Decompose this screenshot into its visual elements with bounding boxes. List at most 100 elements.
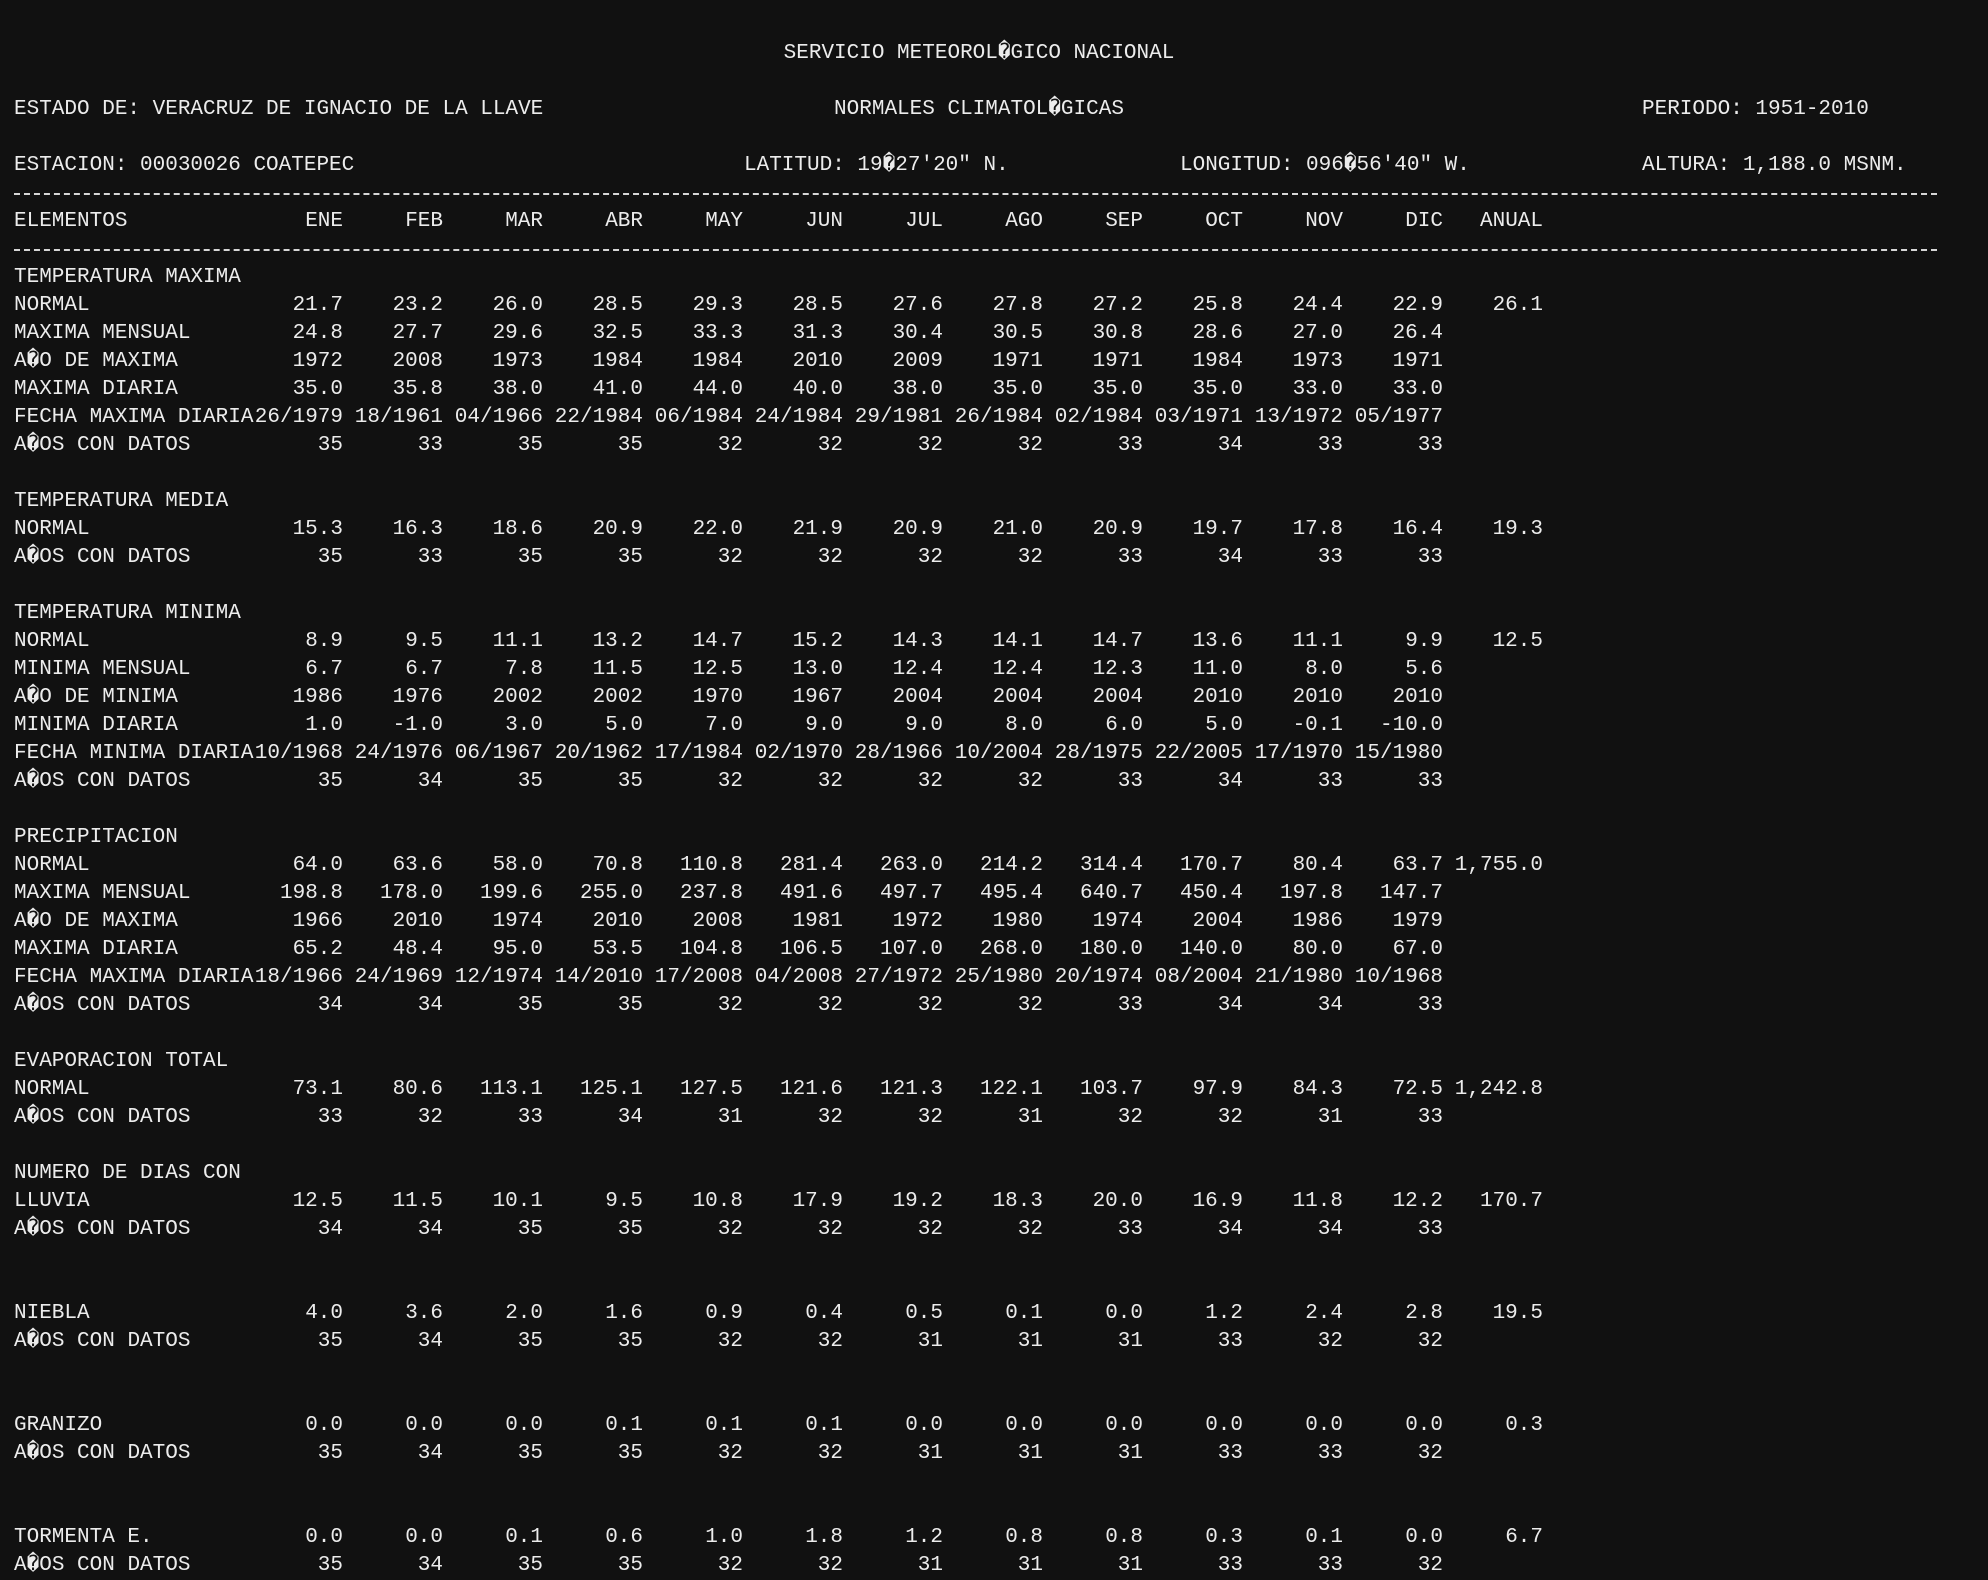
table-cell: 35 [617,434,643,457]
table-cell: 199.6 [479,882,543,905]
table-cell: 0.0 [1405,1414,1443,1437]
table-cell: 65.2 [292,938,343,961]
table-cell: 10.8 [692,1190,743,1213]
table-cell: 12.5 [1492,630,1543,653]
row-label: NORMAL [14,1078,90,1101]
table-cell: 13.0 [792,658,843,681]
table-cell: -0.1 [1292,714,1343,737]
table-cell: 8.0 [1005,714,1043,737]
table-cell: 1979 [1392,910,1443,933]
table-cell: 0.1 [805,1414,843,1437]
table-cell: 113.1 [479,1078,543,1101]
table-cell: 6.7 [305,658,343,681]
table-cell: 1,242.8 [1454,1078,1543,1101]
table-row: FECHA MINIMA DIARIA 10/1968 24/1976 06/1967… [14,740,1944,768]
table-cell: 31 [1117,1330,1143,1353]
table-cell: 170.7 [1179,854,1243,877]
table-cell: 263.0 [879,854,943,877]
table-cell: 32 [1017,1218,1043,1241]
table-cell: 104.8 [679,938,743,961]
title-line: NORMALES CLIMATOL�GICAS [14,68,1944,121]
table-cell: 0.0 [405,1414,443,1437]
row-label: GRANIZO [14,1414,103,1437]
table-cell: 34 [1217,1218,1243,1241]
table-cell: 34 [1317,994,1343,1017]
section-title-line [14,1272,1944,1300]
table-row: FECHA MAXIMA DIARIA 18/1966 24/1969 12/1974… [14,964,1944,992]
table-cell: 17.8 [1292,518,1343,541]
table-cell: 27.6 [892,294,943,317]
table-cell: 11.1 [1292,630,1343,653]
table-row: GRANIZO 0.0 0.0 0.0 0.1 0.1 0.1 0.0 0.0 0.0 0.0 0.0… [14,1412,1944,1440]
row-label: A�OS CON DATOS [14,546,191,569]
table-cell: 24/1969 [354,966,443,989]
table-cell: 1972 [292,350,343,373]
table-cell: 40.0 [792,378,843,401]
station-line: ESTACION: 00030026 COATEPEC LATITUD: 19�… [14,152,1944,180]
table-cell: 53.5 [592,938,643,961]
table-cell: 33 [1417,546,1443,569]
table-cell: 31 [1317,1106,1343,1129]
table-row: A�OS CON DATOS 35 34 35 35 32 32 31 31 31 33 32 32 [14,1328,1944,1356]
table-cell: 35 [517,1330,543,1353]
row-label: MAXIMA MENSUAL [14,322,191,345]
column-header-ene: ENE [305,210,343,233]
table-cell: 4.0 [305,1302,343,1325]
table-cell: 31 [1017,1442,1043,1465]
table-cell: 0.0 [305,1414,343,1437]
table-row: A�OS CON DATOS 35 34 35 35 32 32 32 32 33 34 33 33 [14,768,1944,796]
row-label: NORMAL [14,518,90,541]
table-cell: 27.0 [1292,322,1343,345]
table-cell: 12.5 [692,658,743,681]
table-cell: 2.4 [1305,1302,1343,1325]
blank-line [14,1244,1944,1272]
row-label: A�OS CON DATOS [14,1330,191,1353]
table-cell: 80.4 [1292,854,1343,877]
table-cell: 22/1984 [554,406,643,429]
table-cell: 2010 [1392,686,1443,709]
row-label: FECHA MINIMA DIARIA [14,742,254,765]
table-cell: 26.1 [1492,294,1543,317]
row-label: FECHA MAXIMA DIARIA [14,406,254,429]
table-cell: 122.1 [979,1078,1043,1101]
table-cell: 5.6 [1405,658,1443,681]
table-cell: 640.7 [1079,882,1143,905]
row-label: MAXIMA DIARIA [14,378,178,401]
table-cell: 12.5 [292,1190,343,1213]
table-cell: 34 [317,1218,343,1241]
table-cell: 29.3 [692,294,743,317]
table-cell: 268.0 [979,938,1043,961]
row-label: A�OS CON DATOS [14,1106,191,1129]
table-cell: 495.4 [979,882,1043,905]
table-cell: 41.0 [592,378,643,401]
table-row: MAXIMA MENSUAL 198.8 178.0 199.6 255.0 237.8 4… [14,880,1944,908]
table-row: NORMAL 64.0 63.6 58.0 70.8 110.8 281.4 263.0 214… [14,852,1944,880]
table-cell: 18/1966 [254,966,343,989]
table-cell: 2004 [992,686,1043,709]
table-cell: 33 [1217,1442,1243,1465]
table-cell: 8.0 [1305,658,1343,681]
table-cell: 30.5 [992,322,1043,345]
table-cell: 21.0 [992,518,1043,541]
table-cell: 04/1966 [454,406,543,429]
table-cell: 1984 [1192,350,1243,373]
table-cell: 32 [1017,434,1043,457]
table-cell: 14/2010 [554,966,643,989]
table-cell: 25/1980 [954,966,1043,989]
section-title-line: TEMPERATURA MEDIA [14,488,1944,516]
table-cell: 2010 [592,910,643,933]
table-cell: 32 [717,546,743,569]
state-line: ESTADO DE: VERACRUZ DE IGNACIO DE LA LLA… [14,96,1944,124]
table-cell: 0.9 [705,1302,743,1325]
table-cell: -1.0 [392,714,443,737]
column-header-mar: MAR [505,210,543,233]
table-cell: 32 [1417,1554,1443,1577]
table-cell: 22.9 [1392,294,1443,317]
table-row: NORMAL 21.7 23.2 26.0 28.5 29.3 28.5 27.6 27.8 27… [14,292,1944,320]
table-cell: 31 [1017,1330,1043,1353]
table-cell: 1974 [492,910,543,933]
table-cell: 26/1979 [254,406,343,429]
row-label: A�OS CON DATOS [14,994,191,1017]
table-cell: 21.7 [292,294,343,317]
table-cell: 9.5 [405,630,443,653]
